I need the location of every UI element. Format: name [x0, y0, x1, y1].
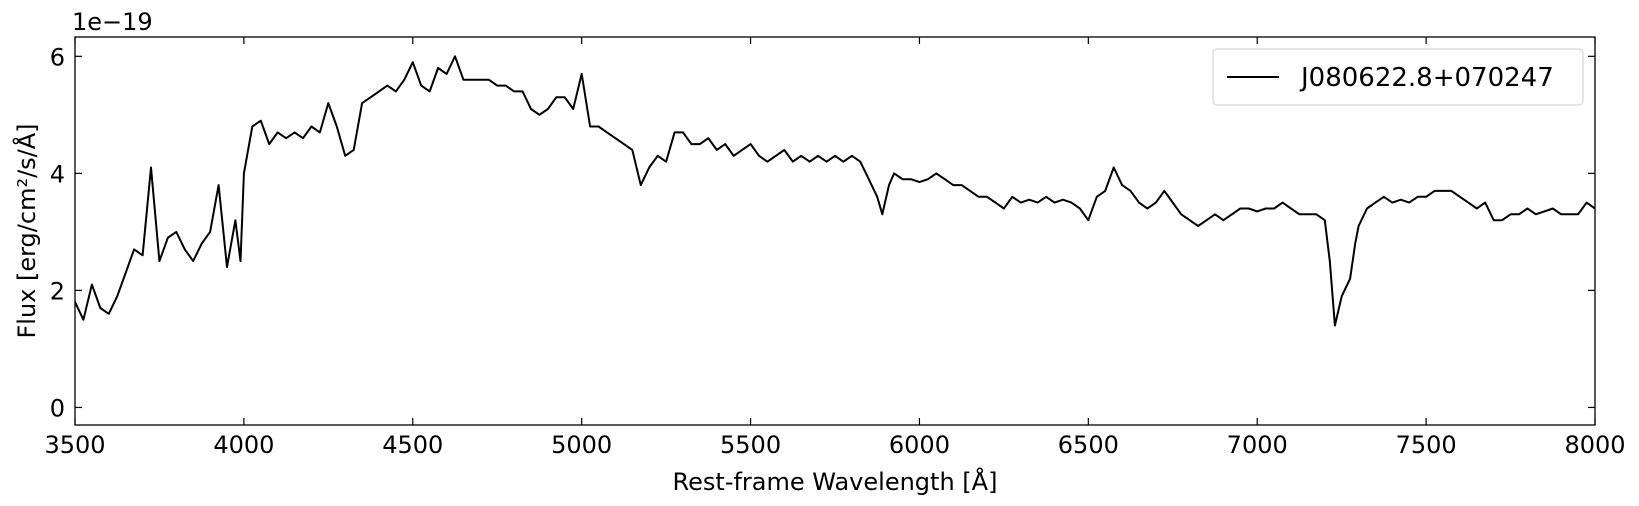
y-tick-label: 0 — [50, 394, 65, 422]
x-tick-label: 5500 — [720, 431, 781, 459]
x-tick-label: 4500 — [382, 431, 443, 459]
y-tick-label: 4 — [50, 160, 65, 188]
legend-box — [1212, 48, 1584, 106]
y-offset-label: 1e−19 — [72, 8, 153, 36]
spectrum-line — [74, 55, 1596, 327]
legend-label: J080622.8+070247 — [1299, 63, 1554, 93]
x-axis-label: Rest-frame Wavelength [Å] — [673, 467, 998, 496]
x-tick-label: 7500 — [1396, 431, 1457, 459]
x-tick-label: 4000 — [213, 431, 274, 459]
plot-frame — [74, 36, 1596, 426]
x-tick-label: 3500 — [44, 431, 105, 459]
x-tick-label: 8000 — [1564, 431, 1625, 459]
x-tick-label: 5000 — [551, 431, 612, 459]
x-tick-label: 7000 — [1227, 431, 1288, 459]
y-axis-label: Flux [erg/cm²/s/Å] — [12, 123, 41, 338]
y-tick-label: 6 — [50, 43, 65, 71]
x-tick-label: 6500 — [1058, 431, 1119, 459]
x-tick-label: 6000 — [889, 431, 950, 459]
y-tick-label: 2 — [50, 277, 65, 305]
